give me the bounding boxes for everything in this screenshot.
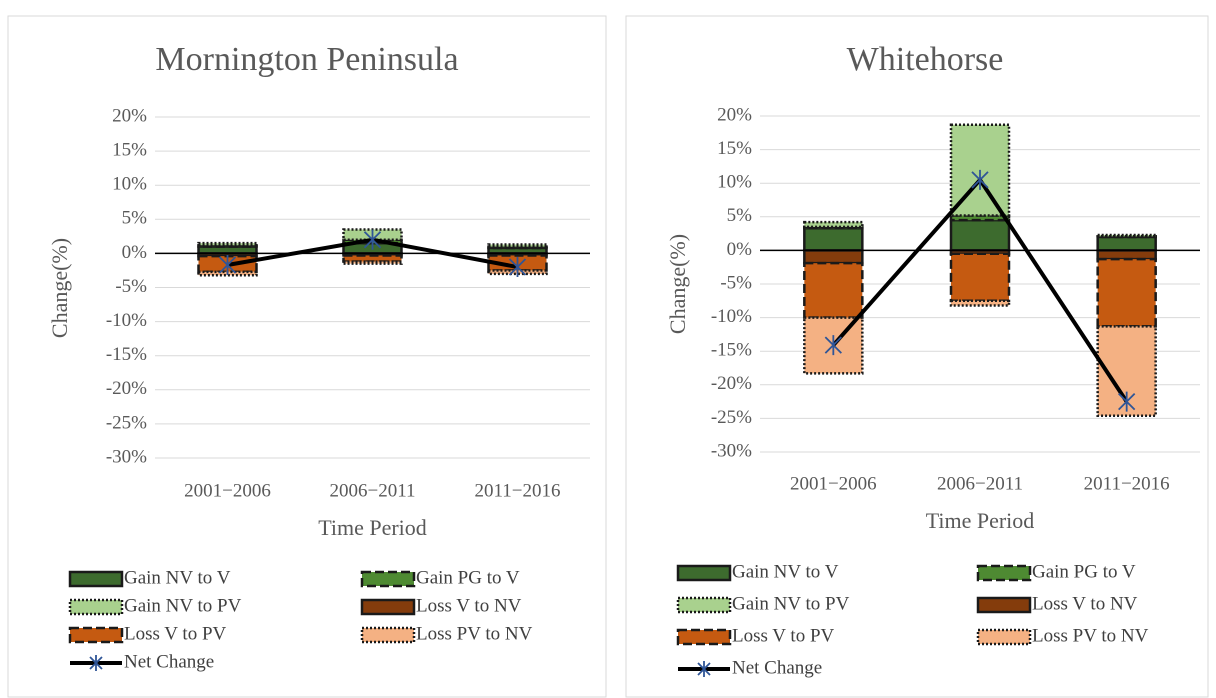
bar-segment — [1096, 233, 1157, 238]
bar-segment — [949, 218, 1011, 252]
y-tick-label: 10% — [112, 174, 147, 195]
x-axis-title: Time Period — [926, 508, 1035, 533]
legend-label: Gain NV to V — [732, 561, 839, 582]
bar-segment — [487, 243, 548, 248]
legend-swatch — [976, 628, 1032, 646]
legend-swatch — [360, 598, 416, 616]
net-marker — [824, 335, 842, 356]
y-tick-label: -30% — [711, 440, 752, 461]
x-tick-label: 2011−2016 — [474, 480, 560, 501]
bar-segment — [1096, 257, 1157, 328]
x-tick-label: 2001−2006 — [790, 473, 877, 494]
chart-panel: Mornington Peninsula -30% -25% -20% -15% -10%… — [7, 15, 607, 698]
legend-label: Net Change — [124, 651, 214, 672]
chart-title: Whitehorse — [847, 41, 1004, 78]
legend-swatch — [676, 596, 732, 614]
legend-label: Loss PV to NV — [416, 623, 533, 644]
panel-border — [7, 15, 607, 698]
legend-label: Net Change — [732, 657, 822, 678]
y-tick-label: -5% — [115, 276, 147, 297]
y-tick-label: 0% — [122, 242, 148, 263]
y-axis-title: Change(%) — [47, 238, 72, 338]
legend-swatch — [68, 570, 124, 588]
y-tick-label: 20% — [112, 105, 147, 126]
y-tick-label: 0% — [727, 239, 753, 260]
net-marker — [363, 229, 382, 250]
legend-swatch — [976, 564, 1032, 582]
y-axis-title: Change(%) — [665, 234, 690, 334]
y-tick-label: -20% — [711, 373, 752, 394]
y-tick-label: 20% — [717, 104, 752, 125]
bars — [803, 123, 1157, 417]
panel-border — [625, 15, 1209, 698]
y-tick-label: -20% — [106, 378, 147, 399]
y-tick-label: -10% — [106, 310, 147, 331]
bar-segment — [803, 261, 864, 319]
y-tick-label: -15% — [711, 340, 752, 361]
y-tick-label: 15% — [112, 139, 147, 160]
legend-marker — [89, 655, 103, 671]
x-tick-label: 2001−2006 — [184, 480, 271, 501]
y-tick-label: 10% — [717, 172, 752, 193]
y-tick-label: -30% — [106, 446, 147, 467]
legend-swatch — [676, 564, 732, 582]
legend-swatch — [360, 626, 416, 644]
bar-segment — [1096, 249, 1157, 261]
legend-label: Loss V to NV — [1032, 593, 1138, 614]
y-tick-label: -25% — [711, 407, 752, 428]
bar-segment — [342, 260, 403, 265]
y-tick-label: -15% — [106, 344, 147, 365]
legend-swatch — [976, 596, 1032, 614]
legend-swatch — [676, 628, 732, 646]
y-tick-label: -5% — [720, 272, 752, 293]
legend-label: Gain NV to V — [124, 567, 231, 588]
legend-swatch — [68, 598, 124, 616]
bar-segment — [949, 252, 1011, 303]
y-tick-label: 15% — [717, 138, 752, 159]
bar-segment — [197, 241, 258, 247]
bar-segment — [803, 249, 864, 265]
legend-label: Loss PV to NV — [1032, 625, 1149, 646]
net-marker — [1118, 391, 1136, 412]
bar-segment — [1096, 235, 1157, 252]
chart-panel: Whitehorse -30% -25% -20% -15% -10% -5% 0% 5% 10%… — [625, 15, 1209, 698]
legend-label: Loss V to PV — [124, 623, 227, 644]
legend-label: Gain PG to V — [416, 567, 520, 588]
legend-marker — [697, 661, 711, 677]
y-tick-label: 5% — [122, 208, 148, 229]
x-tick-label: 2006−2011 — [329, 480, 415, 501]
legend-label: Loss V to PV — [732, 625, 835, 646]
y-tick-label: -25% — [106, 412, 147, 433]
legend-label: Gain NV to PV — [732, 593, 850, 614]
x-axis-title: Time Period — [318, 515, 427, 540]
net-marker — [508, 257, 527, 278]
bar-segment — [803, 220, 864, 229]
x-tick-label: 2011−2016 — [1084, 473, 1170, 494]
bar-segment — [949, 299, 1011, 307]
x-tick-label: 2006−2011 — [937, 473, 1023, 494]
bar-segment — [803, 226, 864, 252]
legend-label: Gain PG to V — [1032, 561, 1136, 582]
net-marker — [971, 169, 989, 190]
legend-swatch — [68, 626, 124, 644]
legend-label: Loss V to NV — [416, 595, 522, 616]
legend-swatch — [360, 570, 416, 588]
y-tick-label: 5% — [727, 205, 753, 226]
y-tick-label: -10% — [711, 306, 752, 327]
chart-title: Mornington Peninsula — [155, 41, 458, 78]
legend-label: Gain NV to PV — [124, 595, 242, 616]
net-marker — [218, 254, 237, 275]
